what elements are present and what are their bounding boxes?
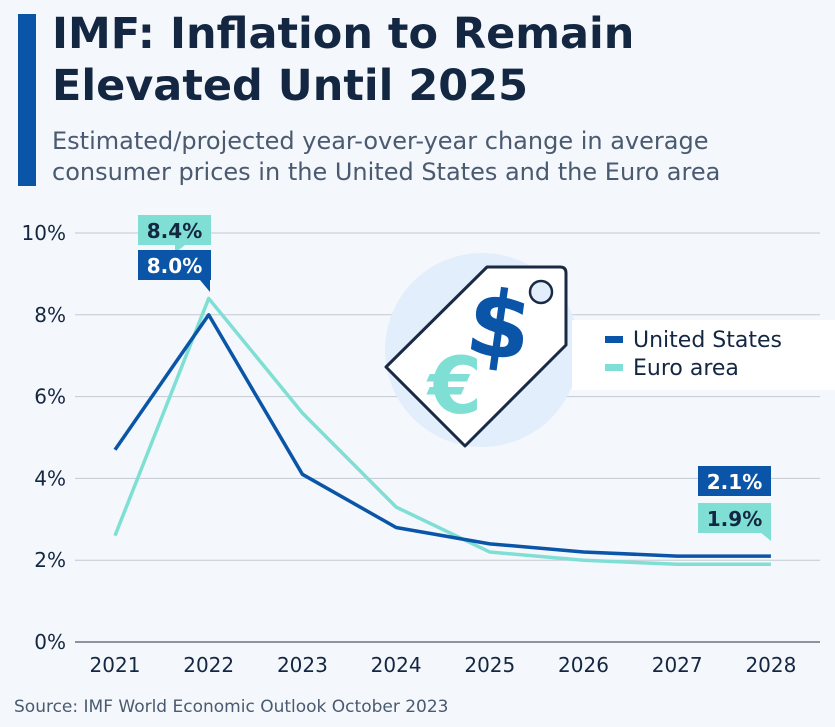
x-tick-label: 2023 <box>277 653 328 677</box>
chart-subtitle: Estimated/projected year-over-year chang… <box>52 127 721 186</box>
y-tick-label: 2% <box>34 548 66 572</box>
x-tick-label: 2026 <box>558 653 609 677</box>
svg-text:$: $ <box>460 268 538 383</box>
data-label: 8.0% <box>138 250 211 292</box>
data-label: 8.4% <box>138 215 211 253</box>
legend-swatch-us <box>605 336 623 343</box>
legend: United States Euro area <box>572 320 835 390</box>
legend-swatch-euro <box>605 364 623 371</box>
series-line-euro <box>113 296 771 567</box>
series-line-us <box>113 313 771 558</box>
x-tick-label: 2025 <box>464 653 515 677</box>
svg-text:1.9%: 1.9% <box>707 507 762 531</box>
svg-text:€: € <box>426 342 482 432</box>
svg-text:8.4%: 8.4% <box>147 219 202 243</box>
x-tick-label: 2028 <box>745 653 796 677</box>
x-tick-label: 2021 <box>90 653 141 677</box>
y-tick-label: 0% <box>34 630 66 654</box>
legend-label-us: United States <box>633 328 782 353</box>
accent-bar <box>18 14 36 186</box>
y-tick-label: 4% <box>34 466 66 490</box>
source-note: Source: IMF World Economic Outlook Octob… <box>14 697 449 717</box>
x-tick-label: 2024 <box>371 653 422 677</box>
svg-text:8.0%: 8.0% <box>147 254 202 278</box>
y-tick-label: 8% <box>34 303 66 327</box>
y-tick-label: 10% <box>22 221 66 245</box>
data-label: 2.1% <box>698 466 771 496</box>
legend-label-euro: Euro area <box>633 356 739 381</box>
y-tick-label: 6% <box>34 385 66 409</box>
data-label: 1.9% <box>698 503 771 541</box>
price-tag-dollar-euro-icon: $ € <box>384 253 579 448</box>
chart-title: IMF: Inflation to Remain Elevated Until … <box>52 9 635 111</box>
x-tick-label: 2027 <box>652 653 703 677</box>
svg-text:2.1%: 2.1% <box>707 470 762 494</box>
x-tick-label: 2022 <box>183 653 234 677</box>
